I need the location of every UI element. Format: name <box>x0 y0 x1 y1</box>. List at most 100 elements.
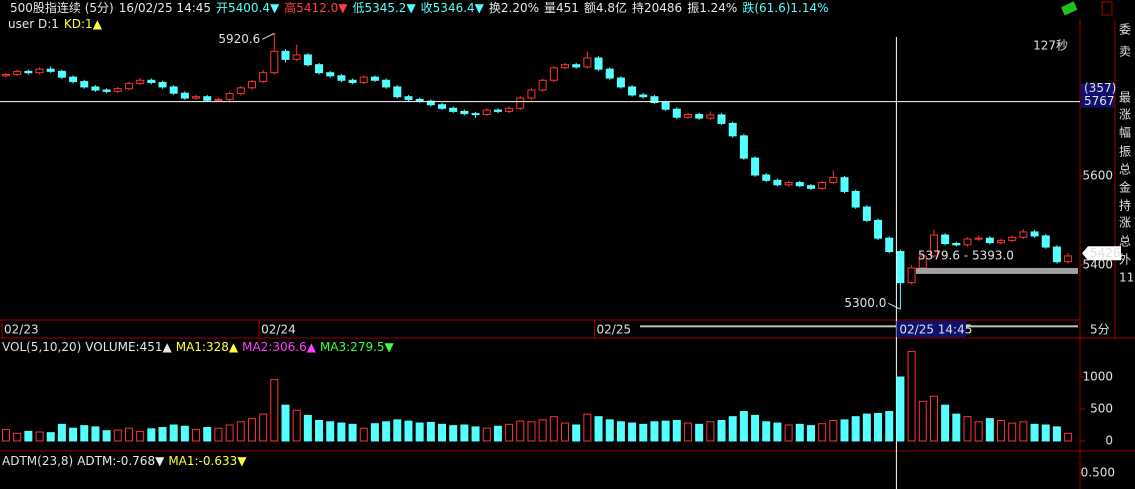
volume-bar <box>896 376 905 442</box>
volume-bar <box>180 425 189 442</box>
candle-body <box>762 174 771 181</box>
candle-body <box>2 73 10 77</box>
volume-bar <box>661 420 670 442</box>
candle-body <box>471 113 480 116</box>
subheader-item: KD:1▲ <box>64 17 103 31</box>
volume-bar <box>203 427 212 442</box>
volume-bar <box>393 419 402 442</box>
vol-tick-label: 500 <box>1090 401 1113 415</box>
candle-body <box>717 114 726 124</box>
volume-bar <box>561 422 569 442</box>
volume-bar <box>918 400 927 442</box>
candle-body <box>806 185 815 189</box>
candle-body <box>203 96 212 101</box>
candle-body <box>80 81 89 88</box>
volume-item: MA3:279.5▼ <box>320 340 395 354</box>
side-label: 卖 <box>1119 45 1131 59</box>
candle-body <box>616 77 625 88</box>
volume-bar <box>952 413 961 442</box>
candle-body <box>35 68 44 74</box>
candle-body <box>281 50 290 60</box>
volume-bar <box>985 418 994 442</box>
volume-bar <box>247 418 256 442</box>
timer: 127秒 <box>1033 39 1068 53</box>
candle-body <box>24 70 33 74</box>
header-item: 换2.20% <box>489 1 539 15</box>
volume-bar <box>57 423 66 442</box>
volume-bar <box>929 395 938 442</box>
crosshair-price: 5767 <box>1084 94 1115 108</box>
side-label: 外 <box>1119 253 1131 267</box>
x-tick-label: 02/24 <box>261 323 296 337</box>
volume-bar <box>225 424 234 442</box>
volume-bar <box>1008 422 1017 442</box>
candle-body <box>572 64 581 68</box>
volume-title-name: VOL(5,10,20) <box>2 340 81 354</box>
candle-body <box>728 122 737 137</box>
candle-body <box>236 87 245 95</box>
volume-title: VOL(5,10,20) VOLUME:451▲ MA1:328▲ MA2:306.6… <box>2 340 395 354</box>
status-icon[interactable] <box>1060 1 1078 16</box>
candle-body <box>46 68 55 72</box>
volume-bar <box>862 413 871 442</box>
volume-bar <box>795 423 804 442</box>
volume-bar <box>482 427 491 442</box>
volume-bar <box>1064 432 1073 442</box>
candle-body <box>818 182 827 189</box>
range-bar <box>916 267 1078 274</box>
annotation-leader <box>888 302 901 310</box>
candle-body <box>650 96 659 103</box>
y-tick-label: 5600 <box>1082 168 1113 182</box>
volume-bar <box>1019 421 1028 442</box>
volume-bar <box>639 423 648 442</box>
candle-body <box>91 86 100 91</box>
candle-body <box>214 98 223 101</box>
side-label: 持 <box>1119 198 1131 213</box>
window-button[interactable] <box>1101 1 1113 16</box>
candle-body <box>57 70 66 78</box>
volume-bar <box>549 416 558 442</box>
side-label: 委 <box>1119 23 1131 37</box>
candle-body <box>460 110 469 115</box>
candle-body <box>527 89 536 99</box>
crosshair-time-box <box>896 321 967 337</box>
volume-bar <box>762 421 771 442</box>
crosshair-count: (357) <box>1084 81 1116 95</box>
candle-body <box>907 267 916 284</box>
period-label: 5分 <box>1090 323 1110 337</box>
candle-body <box>683 114 692 118</box>
side-label: 金 <box>1119 180 1131 195</box>
volume-bar <box>907 350 916 442</box>
volume-bar <box>13 432 22 442</box>
x-tick-label: 02/23 <box>4 323 39 337</box>
x-tick-label: 02/25 <box>597 323 632 337</box>
volume-bar <box>214 427 223 442</box>
candle-body <box>549 67 558 81</box>
candle-body <box>773 179 782 186</box>
candle-body <box>795 182 804 187</box>
volume-bar <box>806 425 815 442</box>
volume-bar <box>236 421 245 442</box>
candle-body <box>482 109 491 116</box>
candle-body <box>561 64 569 69</box>
volume-bar <box>717 420 726 442</box>
candle-body <box>505 107 514 112</box>
volume-bar <box>124 427 133 442</box>
header-item: 收5346.4▼ <box>421 1 485 15</box>
volume-bar <box>851 416 860 442</box>
candle-body <box>885 237 894 253</box>
side-label: 最 <box>1119 91 1131 105</box>
volume-bar <box>941 404 950 442</box>
subheader: user D:1 KD:1▲ <box>8 17 103 31</box>
candle-body <box>829 177 838 184</box>
candle-body <box>13 70 22 75</box>
side-label: 幅 <box>1119 125 1131 140</box>
side-label: 涨 <box>1119 107 1131 122</box>
volume-bar <box>46 432 55 442</box>
volume-bar <box>147 428 156 442</box>
candle-body <box>180 92 189 99</box>
range-label: 5379.6 - 5393.0 <box>918 248 1014 262</box>
volume-bar <box>616 421 625 442</box>
candle-body <box>963 238 972 246</box>
candle-body <box>739 135 748 159</box>
